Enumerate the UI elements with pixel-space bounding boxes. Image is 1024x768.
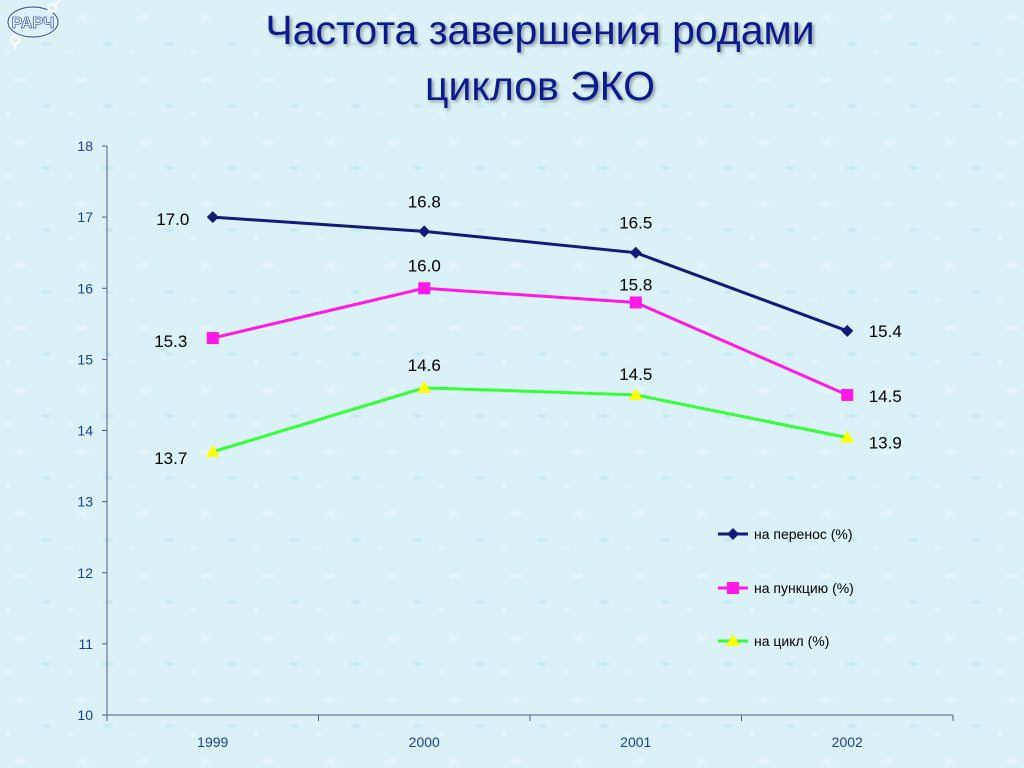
slide-title: Частота завершения родами циклов ЭКО [150, 2, 930, 114]
data-label: 17.0 [156, 210, 189, 229]
data-point-marker [206, 211, 219, 224]
x-tick-label: 1999 [197, 734, 228, 750]
svg-text:РАРЧ: РАРЧ [12, 15, 55, 32]
y-tick-label: 11 [78, 636, 93, 652]
series-line [212, 386, 848, 454]
legend-marker [726, 634, 740, 646]
data-point-marker [417, 380, 432, 393]
data-label: 13.7 [154, 449, 187, 468]
title-line-2: циклов ЭКО [425, 63, 655, 109]
data-label: 15.4 [869, 322, 902, 341]
data-label: 16.0 [408, 256, 441, 275]
legend-label: на цикл (%) [754, 633, 829, 649]
data-point-marker [418, 225, 431, 238]
data-point-marker [629, 246, 642, 259]
y-tick-label: 12 [77, 565, 93, 581]
legend-label: на перенос (%) [754, 526, 853, 542]
x-tick-label: 2000 [409, 734, 440, 750]
data-label: 15.3 [154, 332, 187, 351]
y-tick-label: 17 [77, 209, 93, 225]
data-point-marker [418, 282, 431, 295]
y-tick-label: 15 [77, 351, 93, 367]
data-label: 15.8 [619, 275, 652, 294]
data-point-marker [628, 387, 643, 400]
data-label: 14.5 [619, 365, 652, 384]
data-point-marker [840, 430, 855, 443]
data-point-marker [205, 444, 220, 457]
legend-label: на пункцию (%) [754, 580, 854, 596]
data-label: 13.9 [869, 434, 902, 453]
legend-marker [727, 528, 739, 540]
x-tick-label: 2002 [832, 734, 863, 750]
data-label: 16.5 [619, 214, 652, 233]
data-label: 14.6 [408, 356, 441, 375]
data-point-marker [841, 388, 854, 401]
legend-marker [727, 582, 739, 594]
data-label: 14.5 [869, 387, 902, 406]
y-tick-label: 16 [77, 280, 93, 296]
y-tick-label: 10 [77, 707, 93, 723]
y-tick-label: 18 [77, 138, 93, 154]
x-tick-label: 2001 [620, 734, 651, 750]
y-tick-label: 13 [77, 494, 93, 510]
rarch-logo: РАРЧ [6, 0, 61, 50]
title-line-1: Частота завершения родами [265, 7, 815, 53]
data-point-marker [841, 324, 854, 337]
data-point-marker [206, 332, 219, 345]
data-label: 16.8 [408, 192, 441, 211]
series-line [212, 286, 848, 397]
series-line [212, 215, 848, 333]
y-tick-label: 14 [77, 423, 93, 439]
data-point-marker [629, 296, 642, 309]
